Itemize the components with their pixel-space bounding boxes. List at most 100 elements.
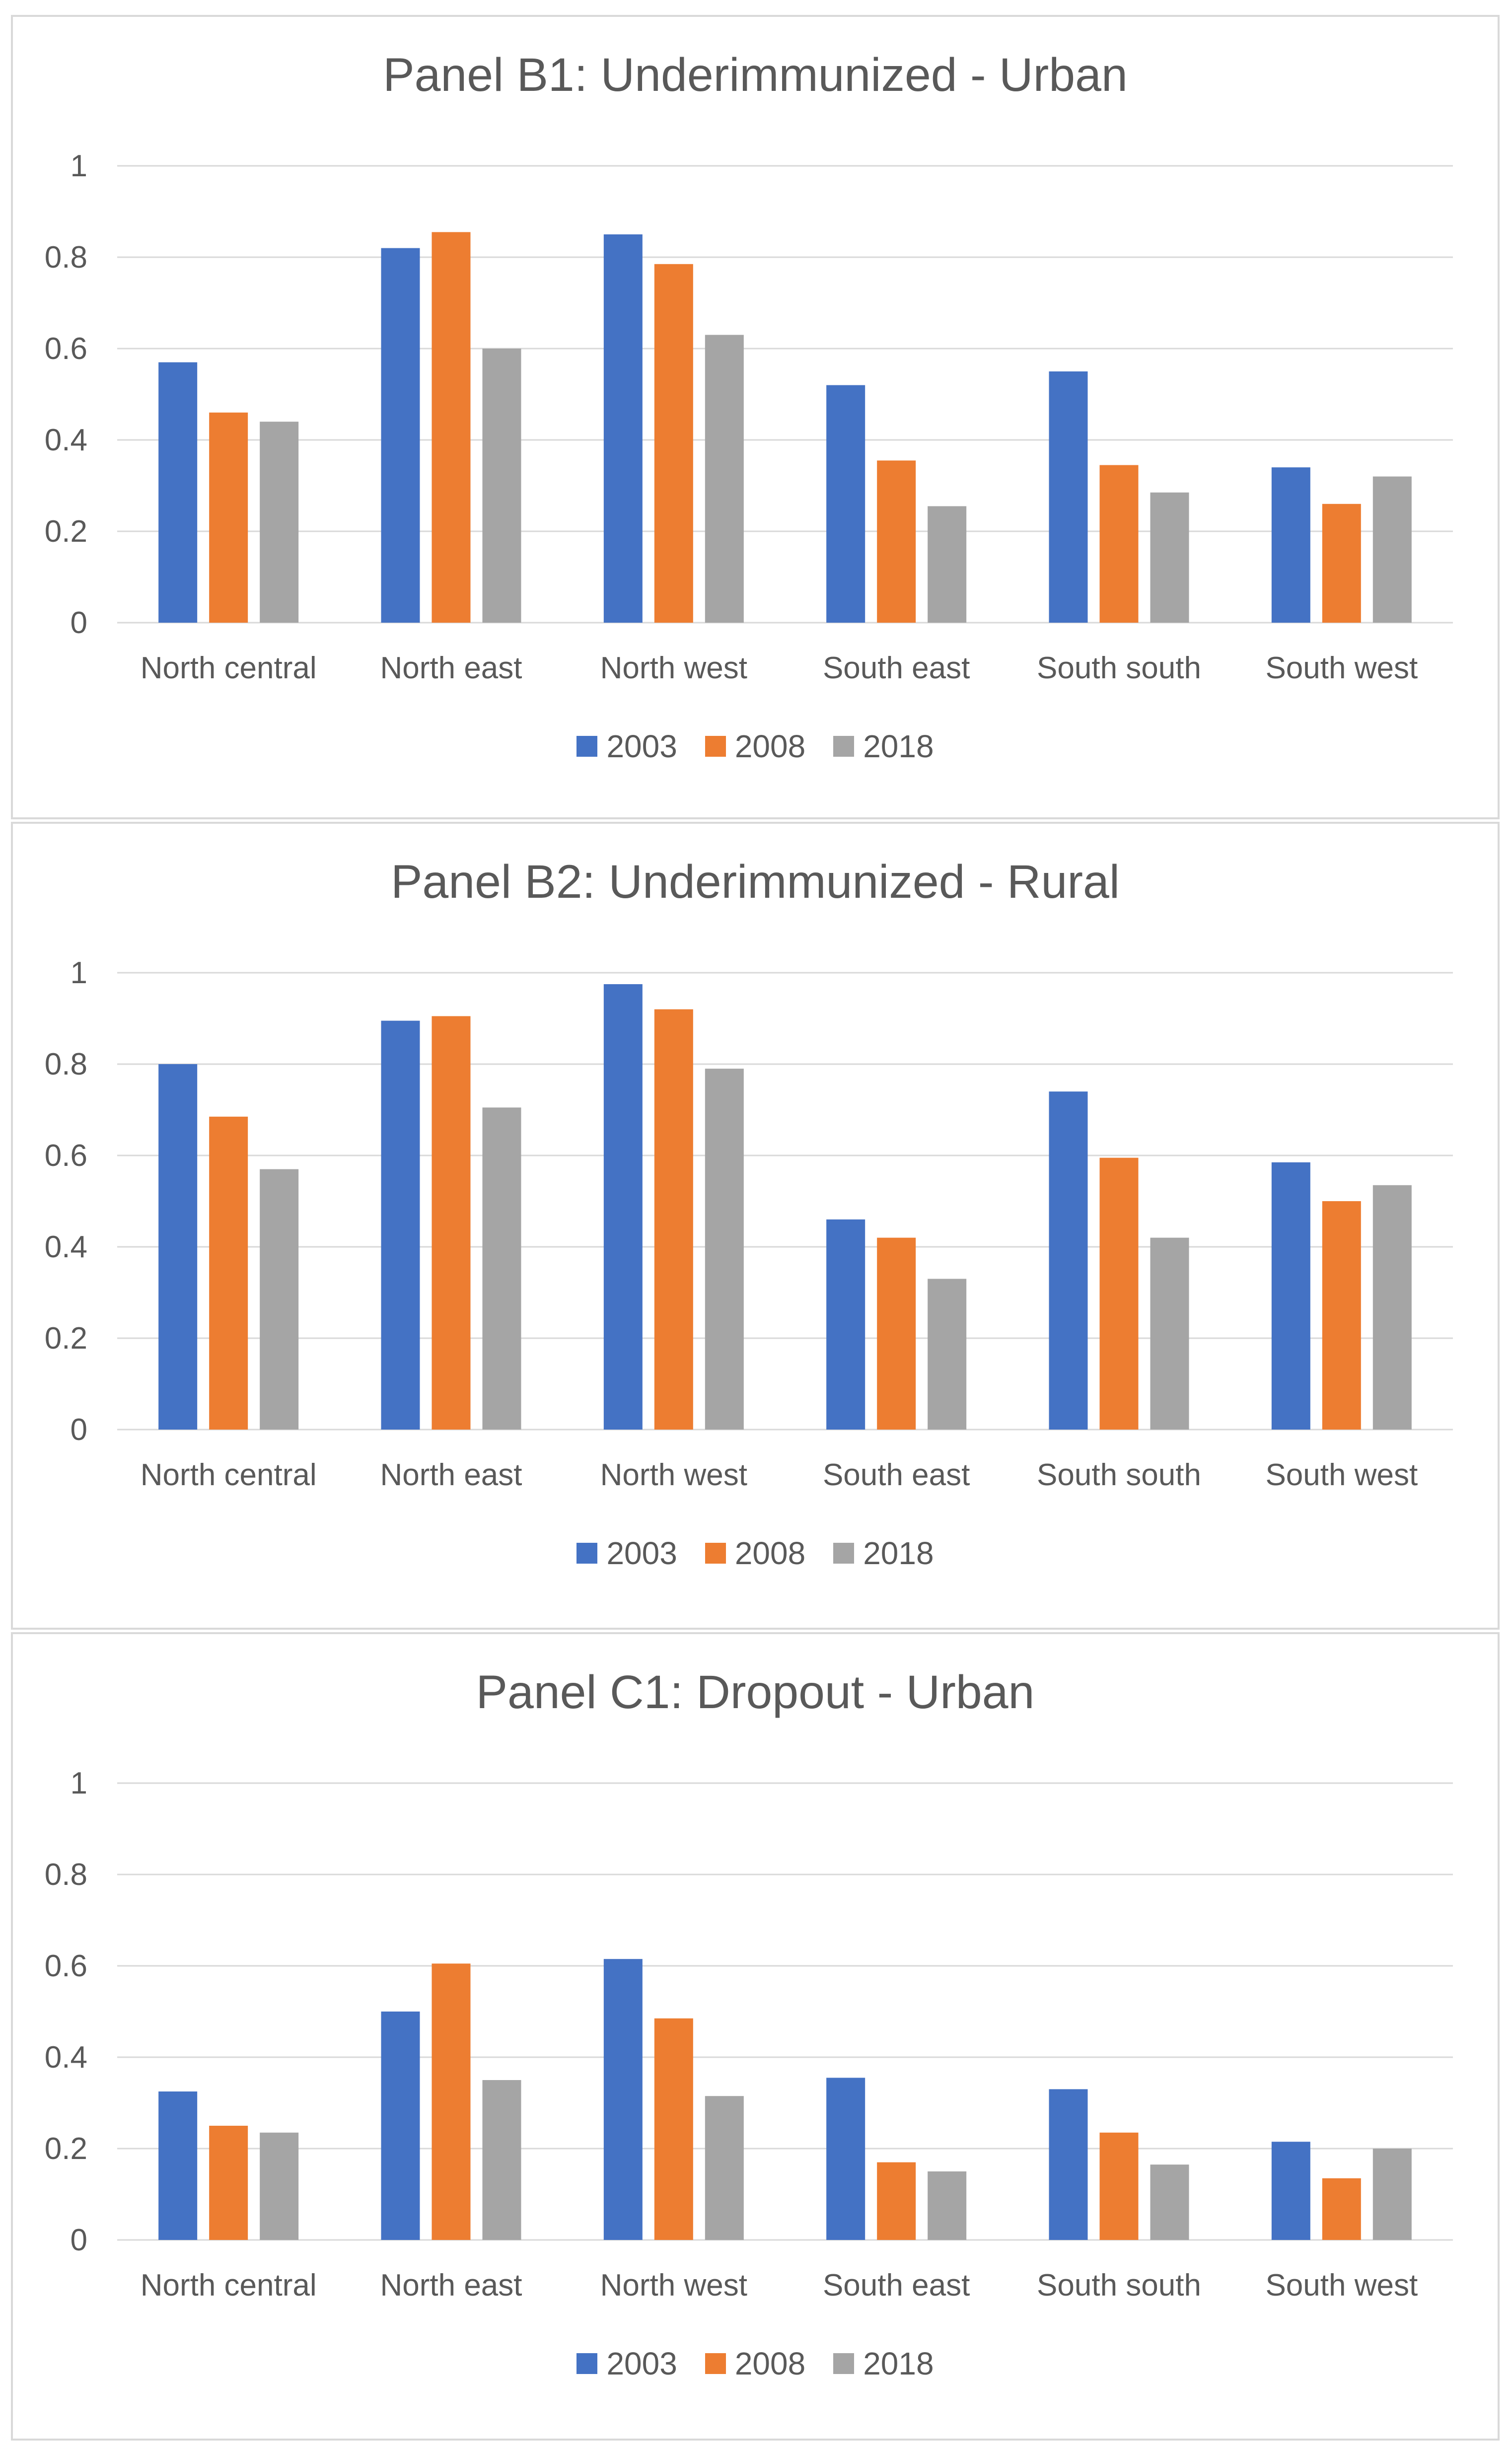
bar-2018-north-west [705, 1069, 744, 1430]
bar-2008-north-central [209, 1116, 248, 1430]
y-tick-label: 1 [71, 1766, 87, 1800]
chart-legend: 2003 2008 2018 [13, 730, 1498, 762]
legend-swatch [576, 2353, 598, 2374]
bar-2003-north-central [158, 362, 198, 623]
y-tick-label: 0 [71, 1413, 87, 1447]
y-tick-label: 0.8 [45, 240, 87, 275]
chart-panel-b1: Panel B1: Underimmunized - Urban 0 0.2 0.4… [11, 15, 1500, 819]
bar-2008-south-east [877, 1237, 916, 1430]
bar-2008-south-west [1322, 1201, 1361, 1430]
bar-2018-south-south [1150, 2164, 1189, 2240]
legend-swatch [705, 736, 726, 757]
legend-label: 2003 [606, 1535, 677, 1571]
bar-2003-north-east [381, 1020, 420, 1430]
bar-2003-south-south [1049, 2089, 1088, 2240]
legend-entry-2003: 2003 [576, 1537, 677, 1569]
bar-2018-north-west [705, 335, 744, 623]
legend-entry-2018: 2018 [833, 1537, 934, 1569]
bar-2008-south-south [1099, 1157, 1139, 1430]
bar-2003-south-west [1271, 467, 1310, 623]
bar-2008-south-east [877, 460, 916, 623]
x-tick-label: North east [380, 2268, 522, 2303]
bar-2008-north-west [654, 2018, 693, 2240]
legend-label: 2018 [863, 2346, 934, 2381]
bar-2003-north-east [381, 248, 420, 623]
y-tick-label: 0.4 [45, 2040, 87, 2075]
x-tick-label: South west [1265, 1458, 1418, 1492]
x-tick-label: North west [600, 1458, 747, 1492]
legend-entry-2018: 2018 [833, 730, 934, 762]
x-tick-label: South east [823, 651, 970, 685]
legend-label: 2018 [863, 1535, 934, 1571]
bar-2008-south-south [1099, 2132, 1139, 2240]
bar-2018-south-east [928, 1279, 967, 1430]
bar-2018-south-west [1372, 1185, 1412, 1430]
legend-label: 2003 [606, 2346, 677, 2381]
x-tick-label: North east [380, 1458, 522, 1492]
legend-label: 2018 [863, 728, 934, 764]
chart-legend: 2003 2008 2018 [13, 2348, 1498, 2379]
y-tick-label: 0.2 [45, 514, 87, 549]
bar-2008-north-west [654, 264, 693, 623]
y-tick-label: 0.8 [45, 1858, 87, 1892]
bar-2003-north-east [381, 2012, 420, 2240]
x-tick-label: South south [1037, 1458, 1201, 1492]
y-tick-label: 0 [71, 606, 87, 640]
bar-2008-north-east [432, 1016, 471, 1430]
bar-2003-south-west [1271, 1162, 1310, 1430]
y-tick-label: 0.6 [45, 1139, 87, 1173]
bar-2018-north-central [260, 1169, 299, 1430]
bar-2008-south-west [1322, 2178, 1361, 2240]
bar-2018-south-south [1150, 1237, 1189, 1430]
legend-entry-2018: 2018 [833, 2348, 934, 2379]
chart-plot: 0 0.2 0.4 0.6 0.8 1 North central North east Nor… [45, 149, 1453, 685]
x-tick-label: North central [141, 1458, 317, 1492]
y-tick-label: 1 [71, 956, 87, 990]
x-tick-label: South west [1265, 651, 1418, 685]
legend-swatch [833, 736, 855, 757]
bar-2018-north-east [482, 349, 521, 623]
bar-2018-north-central [260, 2132, 299, 2240]
chart-legend: 2003 2008 2018 [13, 1537, 1498, 1569]
bar-2018-south-south [1150, 492, 1189, 623]
chart-title: Panel B1: Underimmunized - Urban [383, 49, 1128, 101]
chart-panel-c1: Panel C1: Dropout - Urban 0 0.2 0.4 0.6 0.8 1… [11, 1632, 1500, 2441]
bar-2008-south-east [877, 2162, 916, 2240]
legend-swatch [705, 2353, 726, 2374]
y-tick-label: 0 [71, 2223, 87, 2257]
bar-2003-south-south [1049, 371, 1088, 623]
bar-2008-north-west [654, 1009, 693, 1430]
x-tick-label: North central [141, 2268, 317, 2303]
bar-2003-north-west [603, 984, 643, 1430]
bar-2003-north-central [158, 1064, 198, 1430]
legend-label: 2008 [734, 1535, 806, 1571]
bar-2018-north-central [260, 422, 299, 623]
y-tick-label: 0.6 [45, 1949, 87, 1983]
chart-panel-b2: Panel B2: Underimmunized - Rural 0 0.2 0.4… [11, 822, 1500, 1630]
y-tick-label: 0.4 [45, 1230, 87, 1264]
x-tick-label: South west [1265, 2268, 1418, 2303]
legend-swatch [576, 1543, 598, 1564]
legend-entry-2008: 2008 [705, 730, 805, 762]
legend-entry-2008: 2008 [705, 2348, 805, 2379]
x-tick-label: South south [1037, 651, 1201, 685]
legend-label: 2008 [734, 728, 806, 764]
chart-plot: 0 0.2 0.4 0.6 0.8 1 North central North east Nor… [45, 1766, 1453, 2303]
y-tick-label: 0.8 [45, 1047, 87, 1081]
legend-label: 2003 [606, 728, 677, 764]
x-tick-label: North west [600, 651, 747, 685]
bar-2003-north-central [158, 2091, 198, 2240]
bar-2003-south-west [1271, 2142, 1310, 2240]
x-tick-label: North central [141, 651, 317, 685]
bar-2018-south-west [1372, 2149, 1412, 2240]
bar-2018-north-east [482, 2080, 521, 2240]
bar-2018-south-east [928, 506, 967, 623]
y-tick-label: 1 [71, 149, 87, 183]
bar-2008-south-west [1322, 504, 1361, 623]
legend-entry-2008: 2008 [705, 1537, 805, 1569]
x-tick-label: South south [1037, 2268, 1201, 2303]
legend-entry-2003: 2003 [576, 2348, 677, 2379]
bar-2008-north-central [209, 2126, 248, 2240]
bar-2018-south-west [1372, 476, 1412, 623]
x-tick-label: South east [823, 2268, 970, 2303]
